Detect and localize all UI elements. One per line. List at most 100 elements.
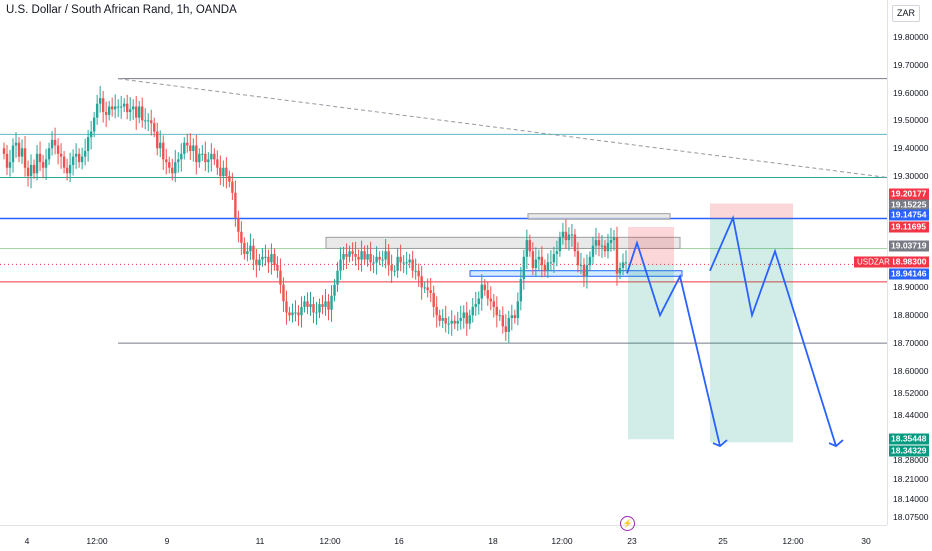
candle-body: [513, 315, 517, 319]
candle-body: [198, 153, 201, 163]
candle-body: [14, 142, 18, 146]
candle-body: [35, 153, 39, 174]
candle-body: [339, 259, 342, 271]
candle-body: [342, 254, 345, 260]
candle-body: [285, 301, 288, 313]
candle-body: [600, 245, 604, 247]
candle-body: [351, 251, 354, 255]
price-tick: 18.60000: [893, 365, 929, 376]
candle-body: [309, 304, 312, 307]
candle-body: [162, 142, 165, 160]
candle-body: [333, 284, 336, 296]
candle-body: [59, 153, 63, 157]
time-tick: 25: [718, 536, 728, 546]
currency-button[interactable]: ZAR: [892, 5, 920, 22]
candle-body: [291, 312, 294, 316]
candle-body: [255, 259, 258, 266]
candle-body: [324, 301, 327, 307]
candle-body: [453, 320, 456, 324]
projection-path: [626, 239, 721, 447]
candle-body: [399, 256, 402, 263]
candle-body: [435, 306, 438, 316]
candle-body: [258, 259, 261, 266]
candle-body: [498, 315, 501, 317]
candle-body: [132, 106, 135, 110]
candle-body: [441, 318, 444, 321]
candle-body: [38, 153, 42, 163]
candle-body: [47, 148, 51, 160]
candle-body: [522, 256, 526, 280]
candle-body: [501, 315, 505, 327]
candle-body: [402, 262, 405, 264]
candle-body: [17, 142, 21, 157]
candle-body: [92, 117, 96, 132]
candle-body: [528, 240, 532, 252]
candle-body: [345, 254, 348, 257]
price-tick: 18.90000: [893, 282, 929, 293]
price-label: 19.14754: [889, 209, 929, 221]
candle-body: [207, 159, 210, 163]
candle-body: [44, 159, 48, 168]
candle-body: [234, 192, 237, 218]
candle-body: [288, 312, 291, 316]
price-tick: 18.07500: [893, 512, 929, 523]
candle-body: [50, 139, 54, 149]
candle-body: [264, 256, 267, 258]
time-tick: 30: [861, 536, 871, 546]
candle-body: [32, 164, 36, 174]
candle-body: [423, 287, 426, 289]
candle-body: [222, 167, 225, 177]
candle-body: [252, 245, 255, 260]
price-label: 18.34329: [889, 445, 929, 457]
projection-path: [709, 214, 837, 447]
candle-body: [168, 162, 171, 168]
candle-body: [408, 259, 411, 263]
target-zone: [628, 265, 674, 440]
candle-body: [2, 148, 6, 154]
candle-body: [156, 131, 159, 149]
zone-rect: [527, 213, 671, 220]
price-label: 18.98300: [889, 256, 929, 268]
candle-body: [567, 234, 571, 241]
candle-body: [306, 301, 309, 307]
candle-body: [53, 139, 57, 146]
candle-body: [390, 265, 393, 271]
time-axis[interactable]: [0, 525, 887, 551]
candles: [2, 85, 628, 343]
candle-body: [606, 242, 610, 252]
zone-rect: [325, 236, 681, 249]
candle-body: [71, 156, 75, 165]
time-tick: 12:00: [319, 536, 341, 546]
candle-body: [549, 262, 553, 264]
candle-body: [56, 145, 60, 154]
candle-body: [183, 142, 186, 154]
price-tick: 19.70000: [893, 59, 929, 70]
candle-body: [26, 167, 30, 177]
candle-body: [384, 251, 387, 260]
candle-body: [546, 262, 550, 271]
candle-body: [459, 318, 462, 321]
price-label: 19.11695: [889, 221, 929, 233]
candle-body: [246, 251, 249, 255]
candle-body: [83, 151, 87, 157]
candle-body: [186, 142, 189, 146]
candle-body: [492, 301, 495, 307]
candle-body: [372, 262, 375, 264]
candle-body: [348, 251, 351, 257]
candle-body: [65, 167, 69, 174]
candle-body: [68, 164, 72, 174]
time-tick: 11: [255, 536, 265, 546]
candle-body: [465, 312, 468, 324]
chart-title: U.S. Dollar / South African Rand, 1h, OA…: [6, 4, 237, 16]
candle-body: [216, 159, 219, 168]
time-tick: 4: [24, 536, 30, 546]
candle-body: [504, 326, 508, 332]
candle-body: [231, 181, 234, 193]
candle-body: [104, 112, 108, 115]
candle-body: [570, 234, 574, 236]
candle-body: [147, 120, 150, 122]
lightning-icon[interactable]: ⚡: [620, 516, 635, 531]
candle-body: [357, 256, 360, 260]
time-tick: 9: [164, 536, 170, 546]
